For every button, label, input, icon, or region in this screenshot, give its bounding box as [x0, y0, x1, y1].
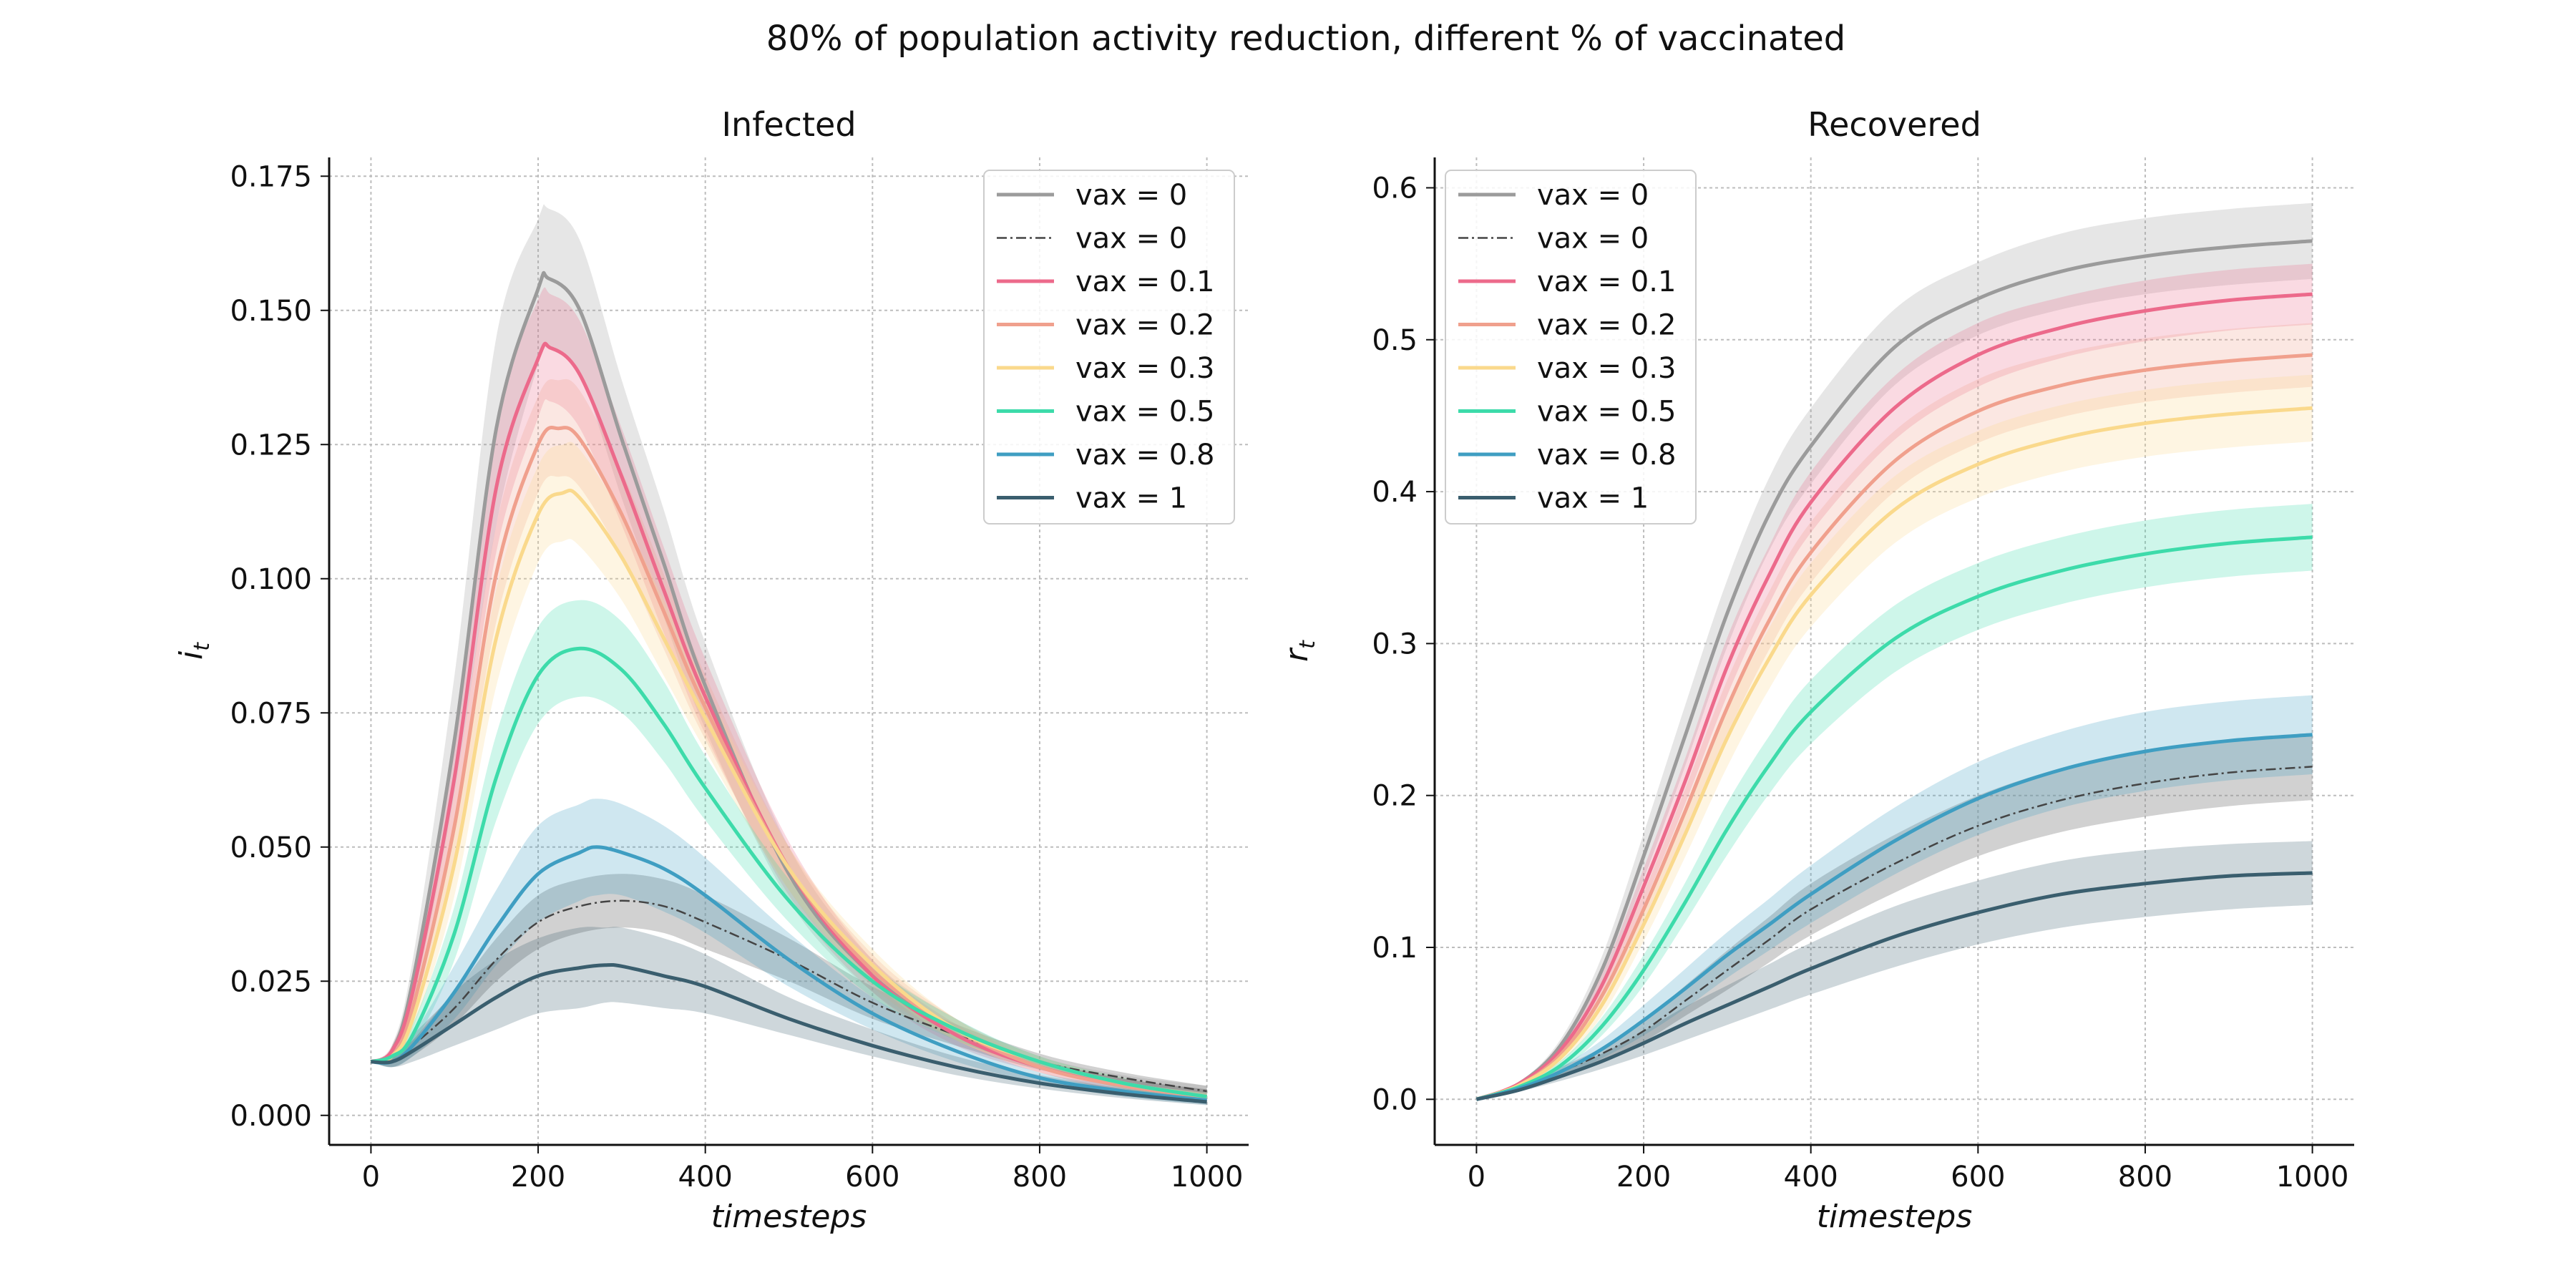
x-tick-label: 800: [1013, 1161, 1067, 1194]
confidence-band: [1476, 504, 2313, 1100]
panel-title: Infected: [721, 105, 856, 144]
legend-label: vax = 0: [1075, 223, 1187, 255]
series-line: [1475, 871, 2313, 1101]
series-line: [1475, 406, 2313, 1101]
legend: vax = 0 vax = 0 vax = 0.1 vax = 0.2 vax = 0.…: [983, 170, 1235, 525]
confidence-band: [1476, 695, 2313, 1100]
confidence-band: [371, 799, 1207, 1105]
series-line: [1475, 353, 2313, 1101]
series-line: [1475, 292, 2313, 1101]
series-line: [370, 341, 1207, 1098]
legend-frame: [1445, 170, 1697, 525]
y-tick-label: 0.2: [1372, 780, 1418, 813]
confidence-band: [1476, 374, 2313, 1100]
legend-label: vax = 0.5: [1537, 396, 1676, 429]
y-tick-label: 0.3: [1372, 628, 1418, 660]
legend-frame: [983, 170, 1235, 525]
confidence-band: [1476, 263, 2313, 1100]
y-tick-label: 0.175: [230, 160, 312, 193]
recovered-panel: 0 200 400 600 800 1000 0.0 0.1 0.2 0.3 0.4 0.5 0.6 Re…: [1279, 105, 2354, 1235]
confidence-band: [371, 927, 1207, 1106]
legend-label: vax = 0.1: [1075, 265, 1214, 298]
grid: [329, 157, 1249, 1145]
x-tick-label: 0: [362, 1161, 380, 1194]
x-tick-label: 1000: [2276, 1161, 2349, 1194]
series-line: [1475, 733, 2313, 1101]
legend-label: vax = 0.3: [1537, 352, 1676, 385]
confidence-band: [371, 874, 1207, 1097]
series-line: [371, 962, 1207, 1104]
x-tick-label: 200: [1616, 1161, 1671, 1194]
y-tick-label: 0.075: [230, 697, 312, 730]
legend-label: vax = 0.1: [1537, 265, 1676, 298]
plot-area: [370, 204, 1207, 1106]
x-tick-label: 0: [1468, 1161, 1485, 1194]
series-line: [370, 646, 1207, 1098]
y-tick-label: 0.4: [1372, 476, 1418, 509]
series-line: [371, 899, 1207, 1093]
y-tick-label: 0.050: [230, 831, 312, 864]
legend-label: vax = 0: [1537, 179, 1649, 212]
legend-label: vax = 0.2: [1075, 309, 1214, 342]
confidence-band: [1476, 203, 2313, 1100]
confidence-band: [1476, 841, 2313, 1100]
series-line: [371, 845, 1207, 1103]
y-axis-label: rt: [1279, 640, 1320, 662]
series-line: [1475, 535, 2313, 1101]
x-tick-label: 1000: [1171, 1161, 1244, 1194]
x-tick-label: 400: [678, 1161, 733, 1194]
confidence-band: [1476, 733, 2313, 1100]
legend-label: vax = 0.2: [1537, 309, 1676, 342]
y-tick-label: 0.100: [230, 563, 312, 596]
figure-suptitle: 80% of population activity reduction, di…: [766, 19, 1845, 59]
plot-area: [1475, 203, 2313, 1101]
y-tick-label: 0.000: [230, 1100, 312, 1133]
y-tick-label: 0.5: [1372, 324, 1418, 357]
legend-label: vax = 0.5: [1075, 396, 1214, 429]
legend-label: vax = 0.3: [1075, 352, 1214, 385]
x-tick-label: 200: [511, 1161, 565, 1194]
x-axis-label: timesteps: [711, 1199, 867, 1235]
legend: vax = 0 vax = 0 vax = 0.1 vax = 0.2 vax = 0.…: [1445, 170, 1697, 525]
y-axis-label: it: [173, 642, 215, 660]
x-tick-label: 400: [1784, 1161, 1838, 1194]
x-tick-label: 600: [1951, 1161, 2005, 1194]
y-tick-label: 0.025: [230, 965, 312, 998]
infected-panel: 0 200 400 600 800 1000 0.000 0.025 0.050 0.075 0.1…: [173, 105, 1249, 1235]
confidence-band: [1476, 323, 2313, 1100]
legend-label: vax = 0: [1075, 179, 1187, 212]
x-tick-label: 600: [845, 1161, 899, 1194]
x-axis-label: timesteps: [1817, 1199, 1973, 1235]
legend-label: vax = 0.8: [1537, 439, 1676, 472]
legend-label: vax = 0: [1537, 223, 1649, 255]
y-tick-label: 0.6: [1372, 172, 1418, 205]
y-tick-label: 0.1: [1372, 932, 1418, 965]
legend-label: vax = 0.8: [1075, 439, 1214, 472]
y-tick-label: 0.125: [230, 429, 312, 462]
y-tick-label: 0.0: [1372, 1083, 1418, 1116]
grid: [1435, 157, 2354, 1145]
y-tick-label: 0.150: [230, 295, 312, 328]
x-tick-label: 800: [2118, 1161, 2172, 1194]
legend-label: vax = 1: [1075, 482, 1187, 515]
series-line: [1476, 766, 2313, 1101]
series-line: [1475, 239, 2313, 1101]
legend-label: vax = 1: [1537, 482, 1649, 515]
panel-title: Recovered: [1807, 105, 1981, 144]
